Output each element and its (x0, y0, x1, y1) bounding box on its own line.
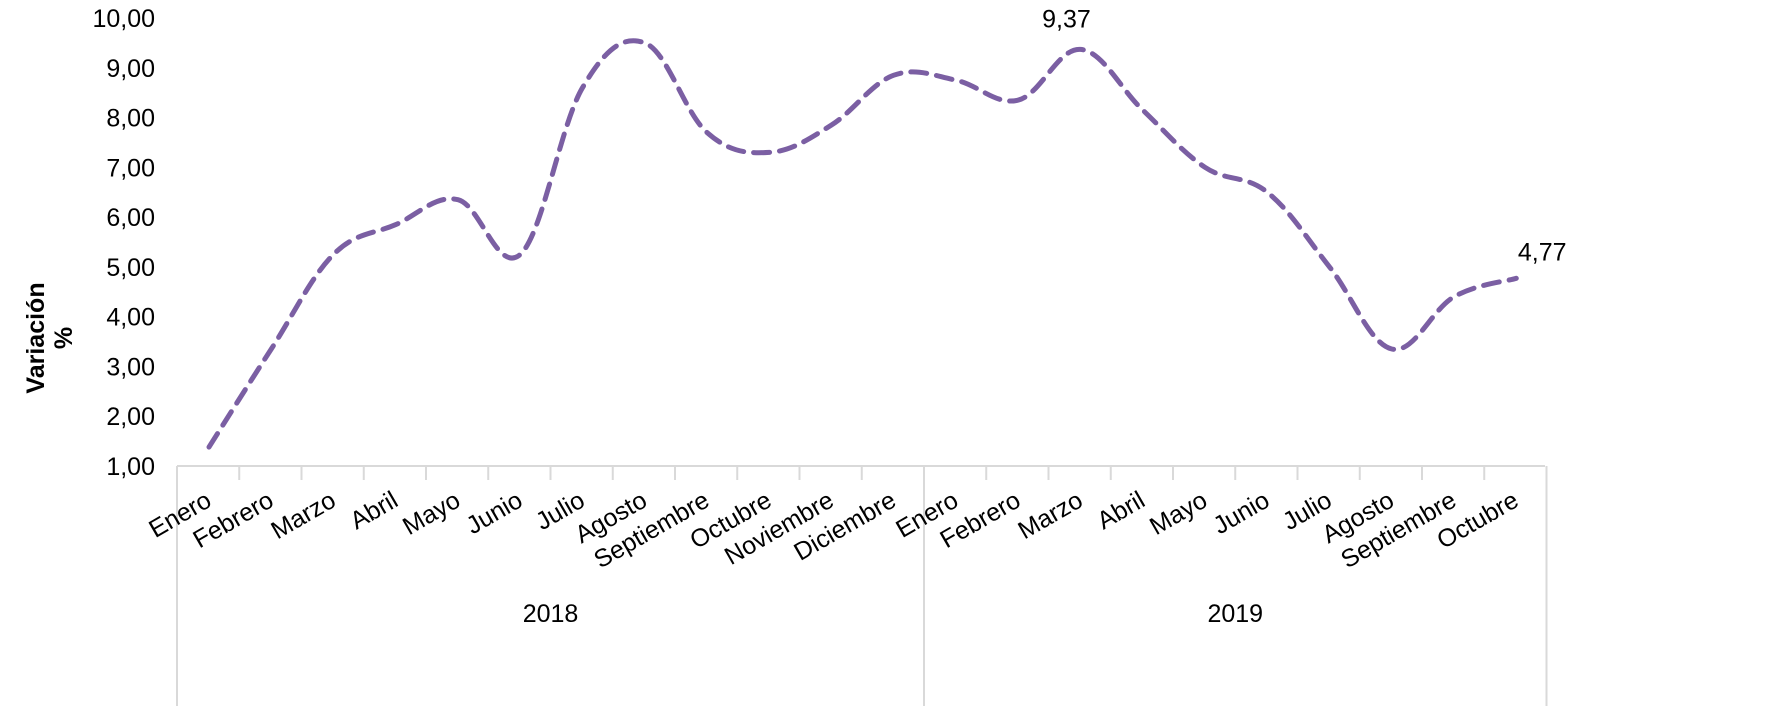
x-tick-label: Junio (1208, 486, 1274, 540)
year-label: 2019 (1207, 600, 1263, 628)
x-tick-label: Mayo (398, 486, 465, 541)
y-tick-label: 10,00 (92, 5, 155, 33)
x-tick-label: Abril (345, 486, 402, 535)
x-tick-label: Abril (1092, 486, 1149, 535)
y-tick-label: 6,00 (106, 204, 155, 232)
y-axis-title-line-1: Variación (22, 282, 50, 393)
series-group (206, 38, 1519, 450)
data-label: 4,77 (1518, 238, 1567, 266)
x-tick-label: Marzo (266, 486, 340, 545)
year-label: 2018 (523, 600, 579, 628)
y-tick-label: 5,00 (106, 254, 155, 282)
y-tick-label: 3,00 (106, 353, 155, 381)
y-tick-label: 1,00 (106, 453, 155, 481)
y-tick-label: 7,00 (106, 154, 155, 182)
y-tick-label: 8,00 (106, 105, 155, 133)
x-tick-label: Marzo (1013, 486, 1087, 545)
y-axis-ticks: 1,00 2,00 3,00 4,00 5,00 6,00 7,00 8,00 9,00 10,0… (92, 5, 155, 481)
y-axis-title: Variación % (22, 282, 78, 393)
y-tick-label: 4,00 (106, 304, 155, 332)
y-tick-label: 9,00 (106, 55, 155, 83)
x-tick-label: Mayo (1145, 486, 1212, 541)
data-label: 9,37 (1042, 5, 1091, 33)
x-axis (176, 465, 1548, 706)
y-axis-title-line-2: % (50, 327, 78, 349)
x-tick-label: Junio (461, 486, 527, 540)
year-group-labels: 2018 2019 (523, 600, 1263, 628)
data-labels: 9,37 4,77 (1042, 5, 1566, 266)
series-line (206, 38, 1519, 450)
y-tick-label: 2,00 (106, 403, 155, 431)
